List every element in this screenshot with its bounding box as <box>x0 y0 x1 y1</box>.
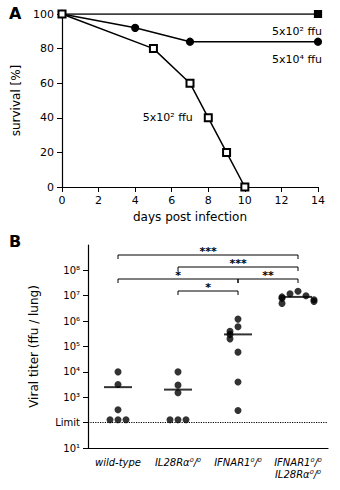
svg-text:10³: 10³ <box>63 392 80 403</box>
svg-text:5x10² ffu: 5x10² ffu <box>143 111 193 124</box>
svg-text:4: 4 <box>132 194 139 207</box>
svg-text:8: 8 <box>205 194 212 207</box>
svg-text:Limit: Limit <box>55 417 80 428</box>
svg-text:10: 10 <box>238 194 252 207</box>
svg-text:days post infection: days post infection <box>133 210 247 224</box>
svg-text:6: 6 <box>168 194 175 207</box>
svg-text:100: 100 <box>33 8 54 21</box>
svg-text:5x10⁴ ffu: 5x10⁴ ffu <box>272 53 322 66</box>
svg-text:10¹: 10¹ <box>63 443 80 454</box>
svg-text:wild-type: wild-type <box>95 457 141 468</box>
svg-text:survival [%]: survival [%] <box>9 65 23 137</box>
svg-text:10⁶: 10⁶ <box>63 316 80 327</box>
svg-text:80: 80 <box>40 42 54 55</box>
svg-text:10⁴: 10⁴ <box>63 366 80 377</box>
svg-text:IFNAR1⁰/⁰: IFNAR1⁰/⁰ <box>214 457 262 468</box>
svg-text:40: 40 <box>40 111 54 124</box>
svg-text:10⁵: 10⁵ <box>63 341 80 352</box>
svg-text:20: 20 <box>40 146 54 159</box>
svg-text:10⁷: 10⁷ <box>63 290 80 301</box>
svg-text:5x10² ffu: 5x10² ffu <box>272 25 322 38</box>
svg-text:***: *** <box>199 245 217 258</box>
svg-text:10⁸: 10⁸ <box>63 265 80 276</box>
svg-text:Viral titer (ffu / lung): Viral titer (ffu / lung) <box>27 285 41 408</box>
svg-text:IFNAR1⁰/⁰: IFNAR1⁰/⁰ <box>274 457 322 468</box>
svg-text:60: 60 <box>40 77 54 90</box>
svg-text:IL28Rα⁰/⁰: IL28Rα⁰/⁰ <box>155 457 201 468</box>
svg-text:2: 2 <box>95 194 102 207</box>
svg-text:0: 0 <box>47 181 54 194</box>
svg-text:A: A <box>9 4 22 23</box>
svg-text:IL28Rα⁰/⁰: IL28Rα⁰/⁰ <box>275 469 321 480</box>
svg-text:0: 0 <box>59 194 66 207</box>
svg-text:12: 12 <box>274 194 288 207</box>
svg-text:*: * <box>205 281 211 294</box>
svg-text:14: 14 <box>311 194 325 207</box>
svg-text:B: B <box>9 232 21 251</box>
svg-text:*: * <box>175 269 181 282</box>
svg-text:**: ** <box>262 269 274 282</box>
svg-text:***: *** <box>229 257 247 270</box>
